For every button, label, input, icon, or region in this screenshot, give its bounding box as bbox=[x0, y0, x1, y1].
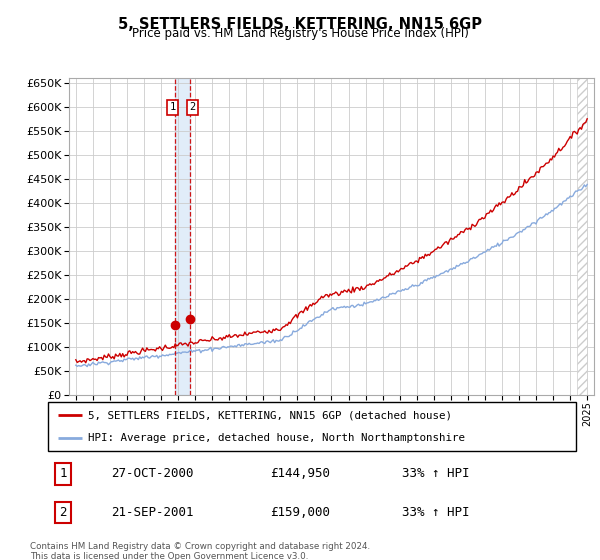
Text: 1: 1 bbox=[59, 467, 67, 480]
Text: Price paid vs. HM Land Registry's House Price Index (HPI): Price paid vs. HM Land Registry's House … bbox=[131, 27, 469, 40]
Text: 2: 2 bbox=[59, 506, 67, 519]
Text: 1: 1 bbox=[169, 102, 176, 112]
Text: Contains HM Land Registry data © Crown copyright and database right 2024.
This d: Contains HM Land Registry data © Crown c… bbox=[30, 542, 370, 560]
Text: 27-OCT-2000: 27-OCT-2000 bbox=[112, 467, 194, 480]
Text: 33% ↑ HPI: 33% ↑ HPI bbox=[402, 506, 469, 519]
Text: 5, SETTLERS FIELDS, KETTERING, NN15 6GP (detached house): 5, SETTLERS FIELDS, KETTERING, NN15 6GP … bbox=[88, 410, 452, 421]
Text: HPI: Average price, detached house, North Northamptonshire: HPI: Average price, detached house, Nort… bbox=[88, 433, 464, 444]
Text: £144,950: £144,950 bbox=[270, 467, 330, 480]
Bar bbox=[175, 78, 190, 395]
Text: 5, SETTLERS FIELDS, KETTERING, NN15 6GP: 5, SETTLERS FIELDS, KETTERING, NN15 6GP bbox=[118, 17, 482, 32]
Text: 21-SEP-2001: 21-SEP-2001 bbox=[112, 506, 194, 519]
Text: 2: 2 bbox=[189, 102, 196, 112]
Text: 33% ↑ HPI: 33% ↑ HPI bbox=[402, 467, 469, 480]
Text: £159,000: £159,000 bbox=[270, 506, 330, 519]
